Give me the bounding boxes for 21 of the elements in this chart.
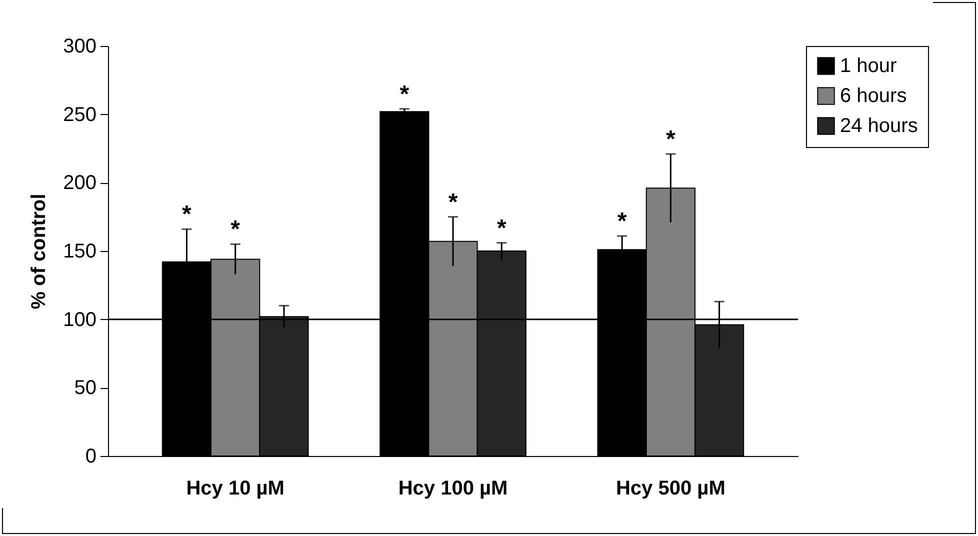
x-tick-label: Hcy 10 µM — [186, 478, 284, 500]
data-label: * — [400, 80, 410, 108]
data-label: * — [666, 126, 676, 153]
data-label: * — [617, 208, 628, 235]
data-label: * — [448, 188, 458, 216]
legend-label: 6 hours — [840, 85, 907, 107]
y-tick-label: 200 — [63, 172, 96, 194]
x-tick-label: Hcy 500 µM — [616, 478, 726, 500]
data-label: * — [496, 214, 507, 242]
y-tick-label: 0 — [85, 446, 96, 468]
y-tick-label: 100 — [63, 308, 96, 331]
y-axis-title: % of control — [28, 194, 50, 310]
data-label: * — [182, 201, 192, 228]
legend-label: 1 hour — [840, 55, 898, 77]
y-tick-label: 50 — [74, 377, 96, 400]
legend-label: 24 hours — [840, 115, 918, 137]
y-tick-label: 250 — [63, 104, 96, 126]
x-tick-label: Hcy 100 µM — [398, 478, 508, 500]
data-label: * — [230, 216, 241, 244]
y-tick-label: 300 — [63, 36, 96, 58]
y-tick-label: 150 — [63, 240, 96, 262]
